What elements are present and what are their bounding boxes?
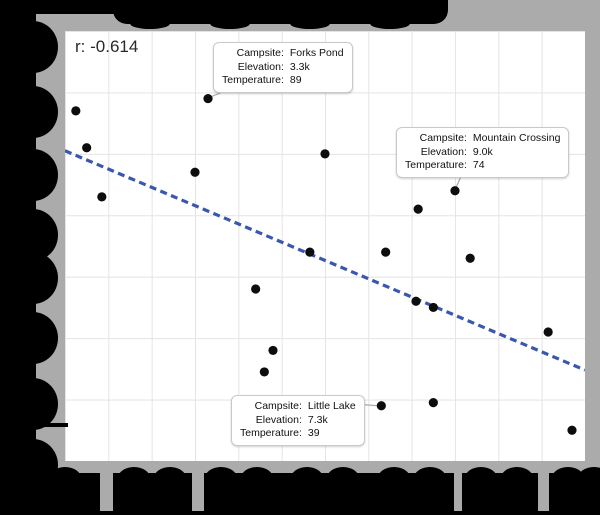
x-axis-label-redaction-bump: [154, 467, 186, 489]
tooltip-value: Forks Pond: [289, 47, 344, 59]
tooltip-row: Elevation: 3.3k: [222, 61, 344, 75]
data-point[interactable]: [567, 425, 577, 435]
bottom-redaction-band: [0, 511, 600, 515]
tooltip-value: Mountain Crossing: [472, 132, 561, 144]
title-redaction-wave: [290, 18, 330, 29]
tooltip-row: Temperature: 39: [240, 427, 356, 441]
tooltip-row: Campsite: Forks Pond: [222, 47, 344, 61]
tooltip-value: 9.0k: [472, 145, 493, 158]
tooltip-value: 89: [289, 74, 302, 86]
x-axis-label-redaction-bump: [291, 467, 323, 489]
data-point[interactable]: [376, 401, 386, 411]
data-point[interactable]: [413, 204, 423, 214]
title-redaction-wave: [370, 18, 410, 29]
tooltip-label: Elevation:: [237, 60, 284, 73]
data-point[interactable]: [543, 327, 553, 337]
plot-area: r: -0.614 Campsite: Forks Pond Elevation…: [65, 31, 585, 461]
y-axis-label-redaction: [8, 149, 58, 201]
axis-tick-redaction: [20, 423, 68, 427]
tooltip-mountain-crossing: Campsite: Mountain Crossing Elevation: 9…: [396, 127, 570, 178]
tooltip-row: Temperature: 89: [222, 74, 344, 88]
x-axis-label-redaction-bump: [465, 467, 497, 489]
correlation-label: r: -0.614: [75, 37, 139, 56]
title-redaction-wave: [130, 18, 170, 29]
data-point[interactable]: [428, 302, 438, 313]
x-axis-label-redaction-bump: [49, 467, 81, 489]
tooltip-label: Elevation:: [420, 145, 467, 158]
y-axis-label-redaction: [8, 312, 58, 364]
tooltip-value: Little Lake: [307, 400, 356, 412]
tooltip-row: Campsite: Little Lake: [240, 400, 356, 414]
data-point[interactable]: [203, 93, 213, 104]
data-point[interactable]: [428, 398, 438, 408]
tooltip-row: Elevation: 7.3k: [240, 414, 356, 428]
x-axis-label-redaction-bump: [327, 467, 359, 489]
tooltip-little-lake: Campsite: Little Lake Elevation: 7.3k Te…: [231, 395, 365, 446]
data-point[interactable]: [97, 192, 107, 202]
tooltip-label: Campsite:: [254, 400, 302, 412]
tooltip-value: 74: [472, 159, 485, 171]
tooltip-row: Campsite: Mountain Crossing: [405, 132, 561, 146]
tooltip-label: Campsite:: [236, 47, 284, 59]
data-point[interactable]: [259, 367, 269, 377]
data-point[interactable]: [190, 167, 200, 177]
tooltip-label: Temperature:: [405, 159, 467, 171]
data-point[interactable]: [251, 284, 261, 294]
x-axis-label-redaction-bump: [552, 467, 584, 489]
tooltip-value: 3.3k: [289, 60, 310, 73]
data-point[interactable]: [381, 247, 391, 257]
y-axis-label-redaction: [8, 252, 58, 304]
x-axis-label-redaction-bump: [378, 467, 410, 489]
trend-line: [65, 149, 585, 372]
x-axis-label-redaction-bump: [578, 467, 600, 489]
tooltip-forks-pond: Campsite: Forks Pond Elevation: 3.3k Tem…: [213, 42, 353, 93]
tooltip-label: Campsite:: [419, 132, 467, 144]
y-axis-label-redaction: [8, 86, 58, 138]
y-axis-label-redaction: [8, 378, 58, 430]
data-point[interactable]: [71, 106, 81, 116]
data-point[interactable]: [305, 247, 315, 257]
x-axis-label-redaction-bump: [118, 467, 150, 489]
x-axis-label-redaction-bump: [501, 467, 533, 489]
data-point[interactable]: [82, 143, 92, 153]
data-point[interactable]: [411, 296, 421, 306]
chart-canvas: [65, 90, 585, 435]
x-axis-label-redaction-bump: [241, 467, 273, 489]
tooltip-label: Elevation:: [255, 413, 302, 426]
tooltip-label: Temperature:: [240, 427, 302, 439]
data-point[interactable]: [450, 186, 460, 196]
tooltip-label: Temperature:: [222, 74, 284, 86]
tooltip-row: Temperature: 74: [405, 159, 560, 173]
x-axis-label-redaction-bump: [414, 467, 446, 489]
data-point[interactable]: [268, 345, 278, 356]
x-axis-label-redaction-bump: [205, 467, 237, 489]
tooltip-value: 7.3k: [307, 413, 328, 426]
y-axis-label-redaction: [8, 21, 58, 73]
tooltip-row: Elevation: 9.0k: [405, 146, 560, 160]
title-redaction-wave: [210, 18, 250, 29]
data-point[interactable]: [320, 149, 330, 159]
data-point[interactable]: [465, 253, 475, 263]
tooltip-value: 39: [307, 427, 320, 439]
